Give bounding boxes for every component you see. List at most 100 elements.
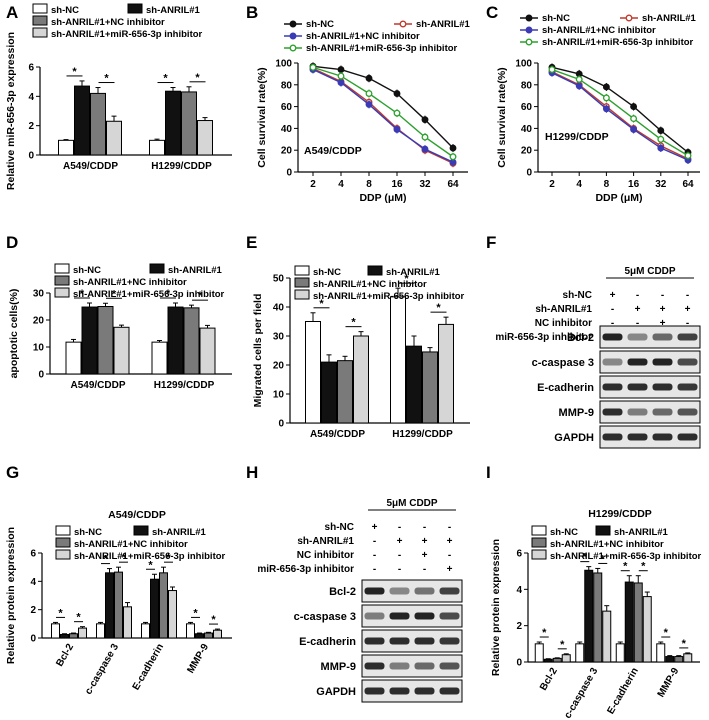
blot-band [439,587,460,595]
bar-d-2-1 [183,307,200,375]
blot-row-label: Bcl-2 [329,586,356,598]
series-line-3 [551,68,689,157]
chart-g: 0 2 4 6 Relative protein expression * * Bcl-2 * *… [5,509,232,697]
x-tick-label: 64 [447,179,459,190]
bar-e-1-0 [321,361,337,424]
legend-entry: sh-NC [306,19,334,30]
x-tick-label: Bcl-2 [54,642,76,669]
blot-sign: + [422,536,428,547]
data-point-0-4 [657,127,665,135]
significance-star: * [166,288,171,300]
significance-star: * [121,552,126,564]
y-tick-label: 0 [278,419,284,430]
bar-a-1-0 [74,85,90,156]
legend-entry: sh-ANRIL#1+NC inhibitor [51,17,165,28]
blot-band [364,687,385,695]
blot-band [414,587,435,595]
legend-entry: sh-ANRIL#1 [386,267,441,278]
data-point-3-0 [548,66,556,73]
x-tick-label: 64 [682,179,694,190]
blot-band [677,408,698,416]
blot-membrane [361,629,463,653]
x-axis-label: DDP (μM) [595,192,642,204]
chart-i: 0 2 4 6 Relative protein expression * * Bcl-2 * *… [490,508,702,720]
x-tick-label: H1299/CDDP [392,429,453,440]
legend-entry: sh-ANRIL#1 [152,527,207,538]
legend-swatch [55,537,71,548]
bar-i-3-2 [642,596,652,663]
legend-entry: sh-ANRIL#1+miR-656-3p inhibitor [313,291,465,302]
x-tick-label: Bcl-2 [538,666,560,693]
x-tick-label: A549/CDDP [63,161,118,172]
y-tick-label: 0 [286,168,292,179]
y-tick-label: 2 [30,605,36,616]
legend-swatch [55,549,71,560]
data-point-0-2 [365,74,373,82]
blot-sign: + [635,304,641,315]
series-line-1 [312,67,454,164]
x-tick-label: 2 [310,179,316,190]
y-tick-label: 10 [33,343,45,354]
data-point-3-5 [449,153,457,161]
blot-h: 5μM CDDP sh-NC + - - - sh-ANRIL#1 - + + + NC inhibi… [257,498,463,703]
y-tick-label: 0 [28,151,34,162]
bar-g-1-1 [105,572,114,639]
blot-condition-label: miR-656-3p inhibitor [257,564,354,575]
bar-a-0-1 [149,139,165,156]
y-tick-label: 10 [273,390,285,401]
blot-condition-label: sh-NC [325,522,354,533]
y-tick-label: 0 [516,658,522,669]
legend-entry: sh-ANRIL#1+NC inhibitor [313,279,427,290]
blot-membrane [599,400,701,424]
inset-label: H1299/CDDP [545,131,609,143]
bar-g-1-2 [150,578,159,639]
blot-band [677,433,698,441]
y-tick-label: 80 [281,80,293,91]
blot-band [414,637,435,645]
chart-e: 0 10 20 30 40 50 Migrated cells per field * * A54… [252,265,470,440]
bar-i-2-2 [633,582,643,663]
blot-f: 5μM CDDP sh-NC + - - - sh-ANRIL#1 - + + + NC inhibi… [495,266,701,449]
blot-band [677,383,698,391]
bar-g-2-0 [69,633,78,639]
bar-g-2-3 [204,632,213,639]
y-tick-label: 60 [521,102,533,113]
legend-marker [525,14,533,22]
legend-marker [399,20,407,28]
data-point-2-2 [365,100,373,108]
bar-i-1-2 [624,581,634,663]
bar-g-1-0 [60,633,69,639]
data-point-0-1 [337,66,345,73]
y-tick-label: 6 [516,549,522,560]
y-axis-label: Relative protein expression [490,539,502,676]
significance-star: * [104,73,109,85]
legend-entry: sh-ANRIL#1+miR-656-3p inhibitor [306,43,458,54]
blot-membrane [361,654,463,678]
y-tick-label: 6 [28,63,34,74]
bar-d-0-0 [65,341,82,375]
chart-d: 0 10 20 30 apoptotic cells(%) * * A549/CDDP * * H1… [8,263,232,391]
x-tick-label: E-cadherin [605,666,640,716]
bar-a-2-1 [181,91,197,156]
blot-band [652,433,673,441]
bar-e-2-0 [337,360,353,424]
blot-sign: + [447,564,453,575]
blot-sign: + [447,536,453,547]
legend-swatch [149,263,165,274]
legend-marker [289,20,297,28]
blot-sign: - [611,304,614,315]
bar-i-1-0 [543,658,553,663]
y-tick-label: 100 [515,59,532,70]
significance-star: * [319,298,324,310]
legend-entry: sh-ANRIL#1 [168,265,223,276]
significance-star: * [404,273,409,285]
blot-sign: - [423,564,426,575]
x-tick-label: MMP-9 [185,642,211,676]
blot-band [389,662,410,670]
blot-band [602,358,623,366]
y-tick-label: 4 [30,577,36,588]
blot-band [414,662,435,670]
bar-i-0-0 [534,643,544,663]
y-tick-label: 30 [273,332,285,343]
legend-swatch [127,3,143,14]
